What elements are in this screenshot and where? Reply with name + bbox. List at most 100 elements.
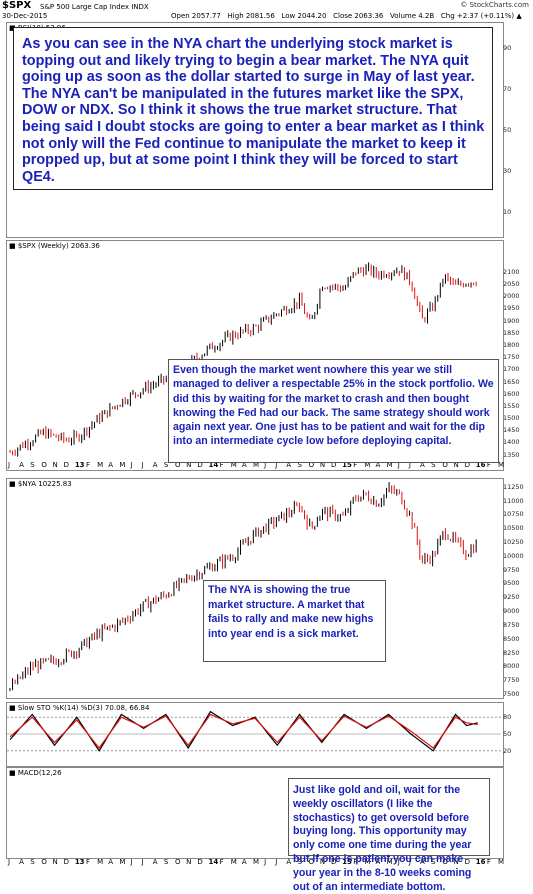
x-month-label: J — [141, 461, 144, 469]
x-month-label: J — [398, 858, 400, 866]
x-month-label: 14 — [208, 461, 219, 469]
x-month-label: O — [442, 858, 448, 866]
sto-y-tick: 20 — [503, 746, 512, 755]
x-month-label: N — [186, 858, 192, 866]
source-logo: © StockCharts.com — [460, 1, 529, 9]
x-month-label: 16 — [475, 858, 486, 866]
x-month-label: A — [375, 461, 381, 469]
x-month-label: M — [253, 858, 260, 866]
nya-y-tick: 10000 — [503, 551, 524, 560]
x-month-label: M — [364, 461, 371, 469]
macd-label: ■ MACD(12,26 — [9, 769, 62, 777]
x-month-label: A — [241, 461, 247, 469]
x-month-label: F — [85, 858, 90, 866]
nya-y-tick: 7500 — [503, 690, 520, 698]
x-month-label: J — [275, 461, 278, 469]
sto-d-line — [9, 713, 478, 749]
x-month-label: M — [97, 461, 104, 469]
sto-y-tick: 50 — [503, 730, 512, 738]
x-month-label: N — [453, 461, 459, 469]
x-month-label: S — [163, 858, 169, 866]
x-month-label: O — [309, 858, 315, 866]
x-month-label: J — [8, 858, 11, 866]
nya-y-tick: 8000 — [503, 662, 520, 671]
nya-y-tick: 10500 — [503, 524, 524, 533]
x-month-label: M — [230, 461, 237, 469]
x-month-label: M — [253, 461, 260, 469]
x-month-label: M — [364, 858, 370, 866]
x-month-label: A — [108, 858, 114, 866]
nya-y-tick: 7750 — [503, 676, 520, 685]
x-month-label: D — [63, 858, 70, 866]
x-month-label: 16 — [475, 461, 486, 469]
x-month-label: J — [130, 858, 133, 866]
spx-commentary: Even though the market went nowhere this… — [168, 359, 499, 463]
x-month-label: F — [486, 461, 491, 469]
x-month-label: M — [387, 858, 393, 866]
x-month-label: 14 — [208, 858, 219, 866]
sto-label: ■ Slow STO %K(14) %D(3) 70.08, 66.84 — [9, 704, 150, 712]
nya-y-tick: 10250 — [503, 538, 524, 547]
spx-y-tick: 1950 — [503, 304, 520, 313]
x-month-label: S — [298, 858, 302, 866]
nya-y-tick: 11000 — [503, 496, 524, 505]
x-month-label: O — [175, 858, 181, 866]
nya-commentary: The NYA is showing the true market struc… — [203, 580, 386, 662]
nya-label: ■ $NYA 10225.83 — [9, 480, 72, 488]
x-month-label: M — [498, 461, 505, 469]
rsi-y-tick: 90 — [503, 43, 512, 52]
x-month-label: A — [152, 461, 158, 469]
x-month-label: 15 — [342, 858, 352, 866]
chart-header: $SPX S&P 500 Large Cap Index INDX 30-Dec… — [0, 0, 533, 22]
x-month-label: A — [286, 858, 292, 866]
x-month-label: J — [141, 858, 144, 866]
nya-y-tick: 8500 — [503, 634, 520, 643]
nya-y-tick: 10750 — [503, 510, 524, 519]
x-month-label: F — [219, 858, 224, 866]
spx-y-tick: 1900 — [503, 316, 520, 325]
x-month-label: O — [442, 461, 448, 469]
x-month-label: O — [41, 858, 47, 866]
symbol-description: S&P 500 Large Cap Index INDX — [40, 3, 149, 11]
x-month-label: S — [297, 461, 302, 469]
spx-label: ■ $SPX (Weekly) 2063.36 — [9, 242, 100, 250]
symbol: $SPX — [2, 0, 32, 11]
nya-y-tick: 11250 — [503, 482, 524, 491]
x-month-label: D — [331, 858, 336, 866]
x-month-label: M — [498, 858, 505, 866]
x-month-label: 15 — [342, 461, 352, 469]
rsi-y-tick: 70 — [503, 84, 512, 93]
nya-y-tick: 9500 — [503, 579, 520, 588]
x-month-label: D — [63, 461, 70, 469]
x-month-label: M — [97, 858, 104, 866]
x-month-label: D — [197, 461, 203, 469]
nya-y-tick: 9750 — [503, 565, 520, 574]
x-month-label: A — [286, 461, 292, 469]
x-month-label: 13 — [74, 858, 85, 866]
x-month-label: N — [453, 858, 458, 866]
spx-y-tick: 1700 — [503, 365, 520, 374]
macd-commentary: Just like gold and oil, wait for the wee… — [288, 778, 490, 893]
nya-y-tick: 8250 — [503, 648, 520, 657]
x-month-label: S — [431, 461, 436, 469]
x-month-label: A — [108, 461, 114, 469]
nya-y-tick: 8750 — [503, 620, 520, 629]
spx-y-tick: 1400 — [503, 438, 520, 447]
x-month-label: M — [230, 858, 237, 866]
x-month-label: A — [376, 858, 381, 866]
x-month-label: J — [397, 461, 400, 469]
nya-y-tick: 9250 — [503, 593, 520, 602]
x-month-label: N — [186, 461, 192, 469]
x-month-label: O — [308, 461, 315, 469]
x-month-label: M — [119, 461, 126, 469]
spx-y-tick: 1500 — [503, 414, 520, 423]
spx-y-tick: 1600 — [503, 389, 520, 398]
x-month-label: A — [420, 461, 425, 469]
x-month-label: D — [464, 461, 470, 469]
x-month-label: A — [19, 461, 24, 469]
rsi-y-tick: 10 — [503, 207, 512, 216]
x-month-label: S — [30, 461, 35, 469]
rsi-y-tick: 30 — [503, 166, 512, 175]
x-month-label: J — [275, 858, 278, 866]
quote-line: Open 2057.77 High 2081.56 Low 2044.20 Cl… — [171, 12, 522, 20]
